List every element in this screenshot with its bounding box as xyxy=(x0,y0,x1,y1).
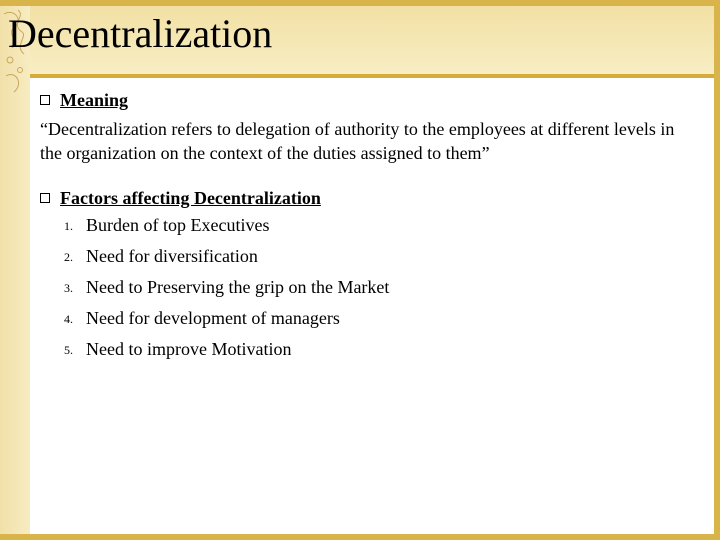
list-number: 2. xyxy=(64,246,86,265)
list-item: 3. Need to Preserving the grip on the Ma… xyxy=(64,277,698,298)
slide-body: Meaning “Decentralization refers to dele… xyxy=(40,90,698,518)
square-bullet-icon xyxy=(40,193,50,203)
list-item: 1. Burden of top Executives xyxy=(64,215,698,236)
list-item: 2. Need for diversification xyxy=(64,246,698,267)
bullet-meaning: Meaning xyxy=(40,90,698,111)
list-number: 5. xyxy=(64,339,86,358)
list-item: 4. Need for development of managers xyxy=(64,308,698,329)
list-number: 3. xyxy=(64,277,86,296)
heading-meaning: Meaning xyxy=(60,90,128,111)
list-item: 5. Need to improve Motivation xyxy=(64,339,698,360)
list-text: Need to Preserving the grip on the Marke… xyxy=(86,277,389,298)
slide-title: Decentralization xyxy=(8,10,272,57)
bullet-factors: Factors affecting Decentralization xyxy=(40,188,698,209)
list-number: 4. xyxy=(64,308,86,327)
title-underline xyxy=(0,74,714,78)
list-number: 1. xyxy=(64,215,86,234)
list-text: Need to improve Motivation xyxy=(86,339,291,360)
list-text: Burden of top Executives xyxy=(86,215,269,236)
heading-factors: Factors affecting Decentralization xyxy=(60,188,321,209)
list-text: Need for development of managers xyxy=(86,308,340,329)
border-bottom xyxy=(0,534,720,540)
list-text: Need for diversification xyxy=(86,246,258,267)
square-bullet-icon xyxy=(40,95,50,105)
border-right xyxy=(714,0,720,540)
meaning-quote: “Decentralization refers to delegation o… xyxy=(40,117,698,166)
left-decoration xyxy=(0,6,30,534)
slide: Decentralization Meaning “Decentralizati… xyxy=(0,0,720,540)
